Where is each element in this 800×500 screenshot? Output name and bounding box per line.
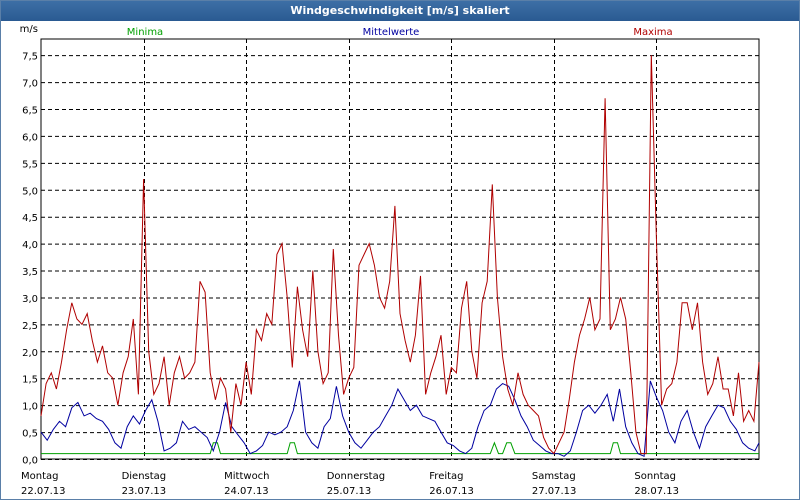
y-tick-label: 4,5	[22, 213, 38, 224]
x-tick-weekday: Dienstag	[122, 471, 167, 482]
window-title: Windgeschwindigkeit [m/s] skaliert	[1, 1, 799, 21]
legend-mittelwerte: Mittelwerte	[363, 27, 420, 38]
legend-minima: Minima	[127, 27, 163, 38]
y-tick-label: 5,5	[22, 159, 38, 170]
x-tick-weekday: Mittwoch	[224, 471, 269, 482]
y-axis-label: m/s	[20, 24, 38, 35]
x-tick-date: 25.07.13	[327, 486, 372, 497]
y-tick-label: 6,5	[22, 106, 38, 117]
y-tick-label: 0,5	[22, 429, 38, 440]
x-tick-weekday: Donnerstag	[327, 471, 385, 482]
x-tick-weekday: Freitag	[429, 471, 463, 482]
x-tick-weekday: Montag	[21, 471, 58, 482]
y-tick-label: 1,0	[22, 402, 38, 413]
x-tick-date: 24.07.13	[224, 486, 269, 497]
wind-speed-chart: 0,0 0,5 1,0 1,5 2,0 2,5 3,0 3,5 4,0 4,5 5,0 5,5 6,0 6…	[20, 24, 760, 497]
y-tick-label: 3,5	[22, 267, 38, 278]
legend-maxima: Maxima	[633, 27, 672, 38]
series-line-maxima	[40, 55, 760, 455]
x-tick-date: 23.07.13	[122, 486, 167, 497]
x-tick-date: 22.07.13	[21, 486, 66, 497]
series-line-minima	[41, 441, 759, 455]
y-tick-label: 6,0	[22, 132, 38, 143]
x-tick-date: 27.07.13	[532, 486, 577, 497]
y-tick-label: 1,5	[22, 375, 38, 386]
x-tick-weekday: Samstag	[532, 471, 576, 482]
y-tick-label: 5,0	[22, 186, 38, 197]
y-tick-label: 7,0	[22, 79, 38, 90]
y-tick-label: 0,0	[22, 456, 38, 467]
y-tick-label: 2,0	[22, 348, 38, 359]
y-tick-label: 4,0	[22, 240, 38, 251]
y-tick-label: 2,5	[22, 321, 38, 332]
x-tick-date: 26.07.13	[429, 486, 474, 497]
series-line-mittelwerte	[40, 380, 760, 458]
plot-area	[40, 38, 760, 460]
x-tick-weekday: Sonntag	[634, 471, 676, 482]
y-tick-label: 7,5	[22, 52, 38, 63]
y-tick-label: 3,0	[22, 294, 38, 305]
x-tick-date: 28.07.13	[634, 486, 679, 497]
